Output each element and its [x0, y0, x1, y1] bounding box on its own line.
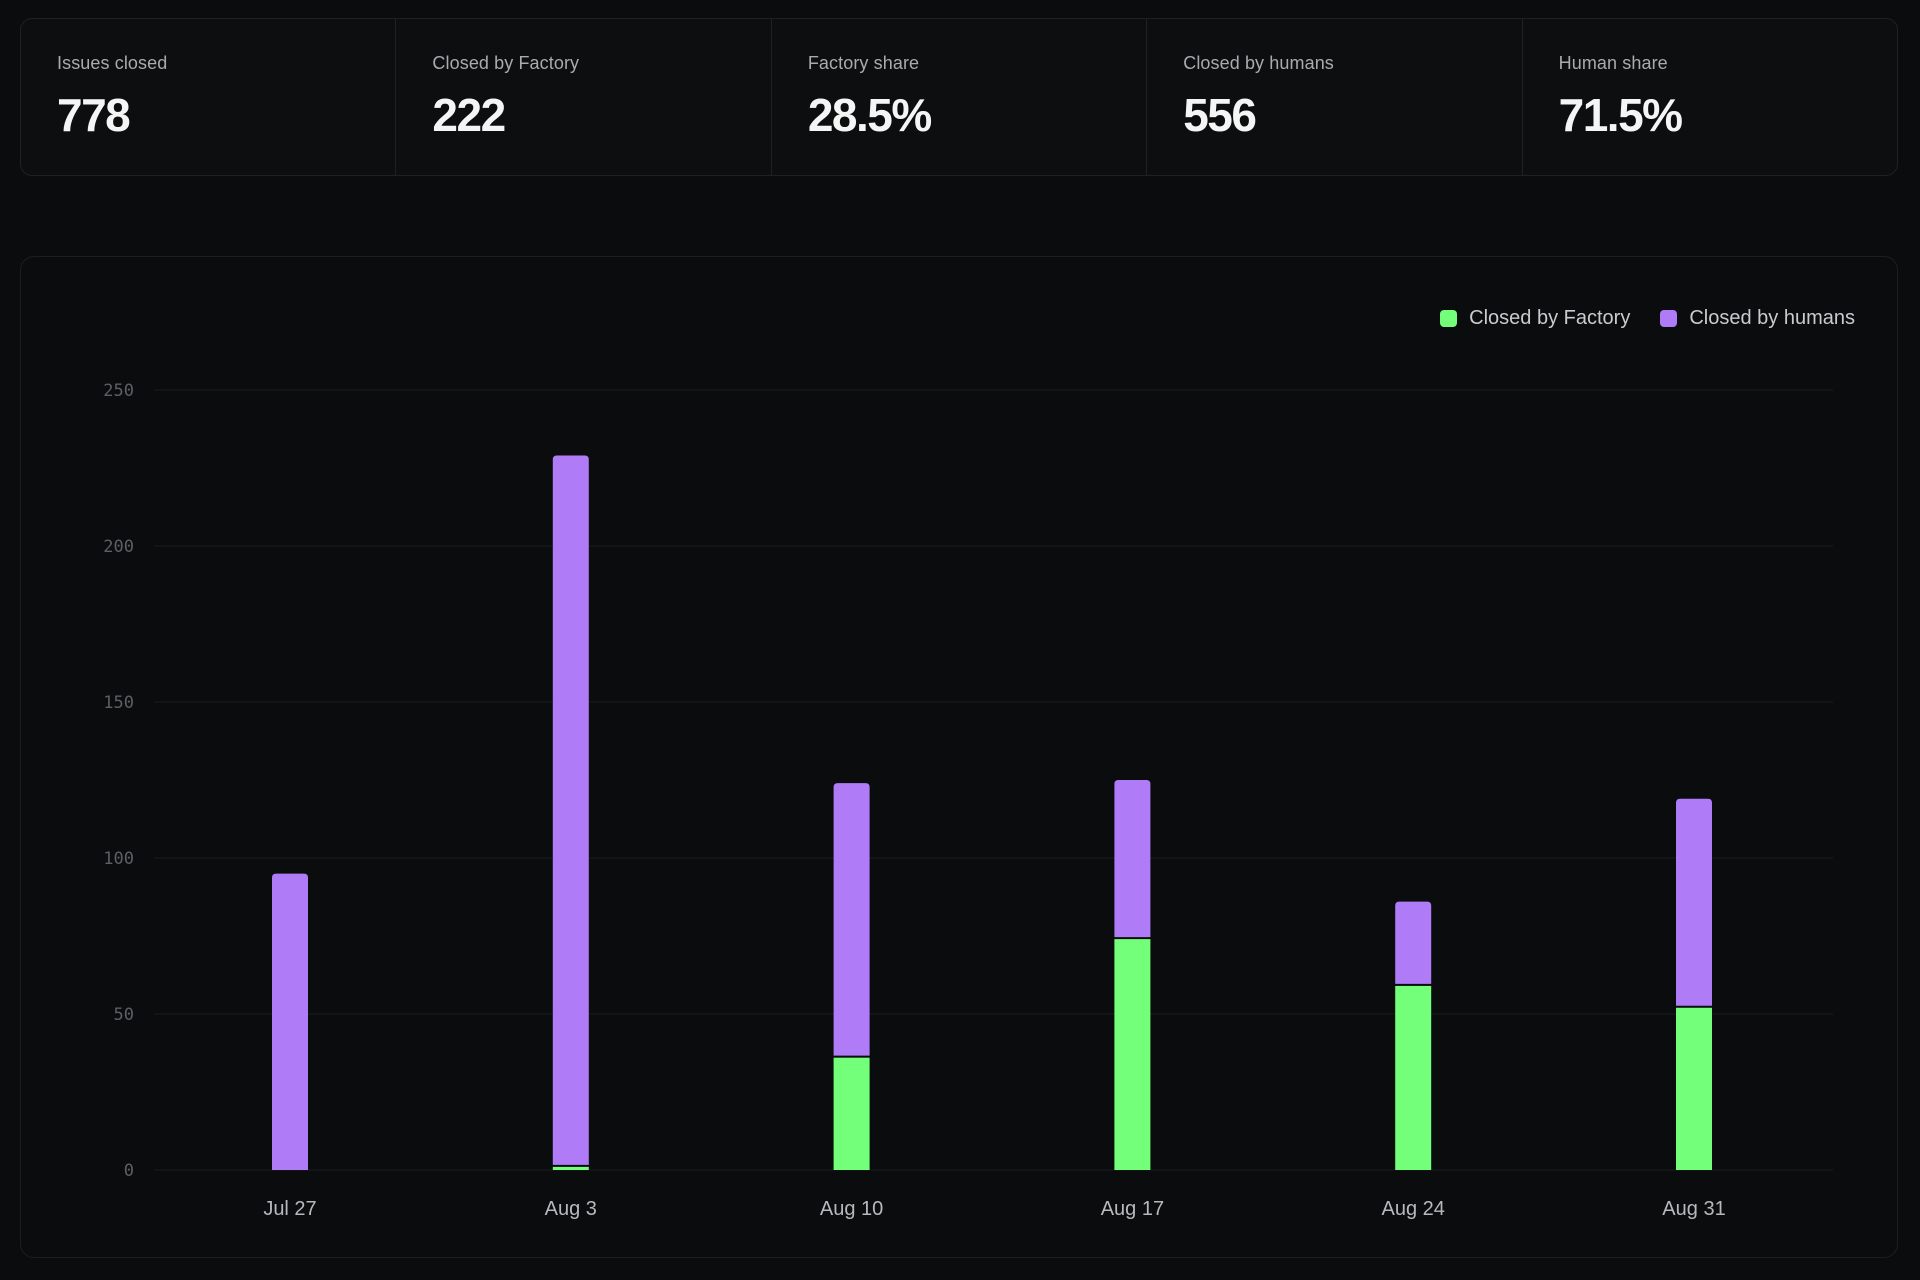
stat-closed-by-humans: Closed by humans 556	[1147, 19, 1523, 175]
y-tick-label: 250	[103, 381, 134, 401]
stat-value: 28.5%	[807, 89, 932, 141]
bar-segment-factory	[833, 1057, 870, 1170]
stat-human-share: Human share 71.5%	[1523, 19, 1897, 175]
stat-issues-closed: Issues closed 778	[21, 19, 397, 175]
y-tick-label: 150	[103, 693, 134, 713]
stat-value: 71.5%	[1558, 89, 1683, 141]
bar-segment-humans	[1676, 798, 1712, 1006]
stat-label: Issues closed	[57, 53, 168, 73]
x-tick-label: Aug 24	[1382, 1198, 1445, 1220]
stat-label: Closed by humans	[1183, 53, 1334, 73]
y-tick-label: 0	[124, 1161, 134, 1181]
stats-row: Issues closed 778 Closed by Factory 222 …	[20, 18, 1898, 176]
stat-closed-by-factory: Closed by Factory 222	[396, 19, 772, 175]
chart-legend: Closed by Factory Closed by humans	[1440, 307, 1855, 330]
stat-value: 222	[432, 89, 506, 141]
bar-chart: 0 50 100 150 200 250 Jul 27 Aug 3 Aug 10 Aug 17 Au…	[103, 381, 1833, 1220]
legend-swatch-factory	[1440, 310, 1458, 327]
stat-label: Factory share	[807, 53, 920, 73]
bar-segment-humans	[552, 455, 589, 1165]
bar-segment-humans	[833, 783, 870, 1056]
y-tick-label: 100	[103, 849, 134, 869]
legend-label-humans: Closed by humans	[1689, 307, 1855, 329]
chart-card: Closed by Factory Closed by humans 0 50 10…	[20, 256, 1898, 1258]
stat-value: 556	[1183, 89, 1257, 141]
bar-segment-humans	[272, 873, 308, 1170]
bar-segment-factory	[1676, 1007, 1712, 1170]
bar-segment-humans	[1114, 780, 1151, 938]
bar-segment-factory	[1395, 985, 1432, 1170]
legend-label-factory: Closed by Factory	[1469, 307, 1631, 329]
bar-segment-humans	[1395, 901, 1432, 984]
stat-label: Closed by Factory	[432, 53, 580, 73]
legend-swatch-humans	[1660, 310, 1678, 327]
x-tick-label: Aug 31	[1662, 1198, 1725, 1220]
y-tick-label: 50	[114, 1005, 134, 1025]
stat-label: Human share	[1558, 53, 1668, 73]
legend-item-factory[interactable]: Closed by Factory	[1440, 307, 1630, 330]
y-tick-label: 200	[103, 537, 134, 557]
x-tick-label: Aug 17	[1101, 1198, 1164, 1220]
x-tick-label: Aug 10	[820, 1198, 883, 1220]
stat-factory-share: Factory share 28.5%	[772, 19, 1148, 175]
stat-value: 778	[57, 89, 131, 141]
x-tick-label: Jul 27	[263, 1198, 316, 1220]
bar-segment-factory	[552, 1166, 589, 1170]
legend-item-humans[interactable]: Closed by humans	[1660, 307, 1855, 330]
bar-segment-factory	[1114, 939, 1151, 1170]
x-tick-label: Aug 3	[545, 1198, 597, 1220]
